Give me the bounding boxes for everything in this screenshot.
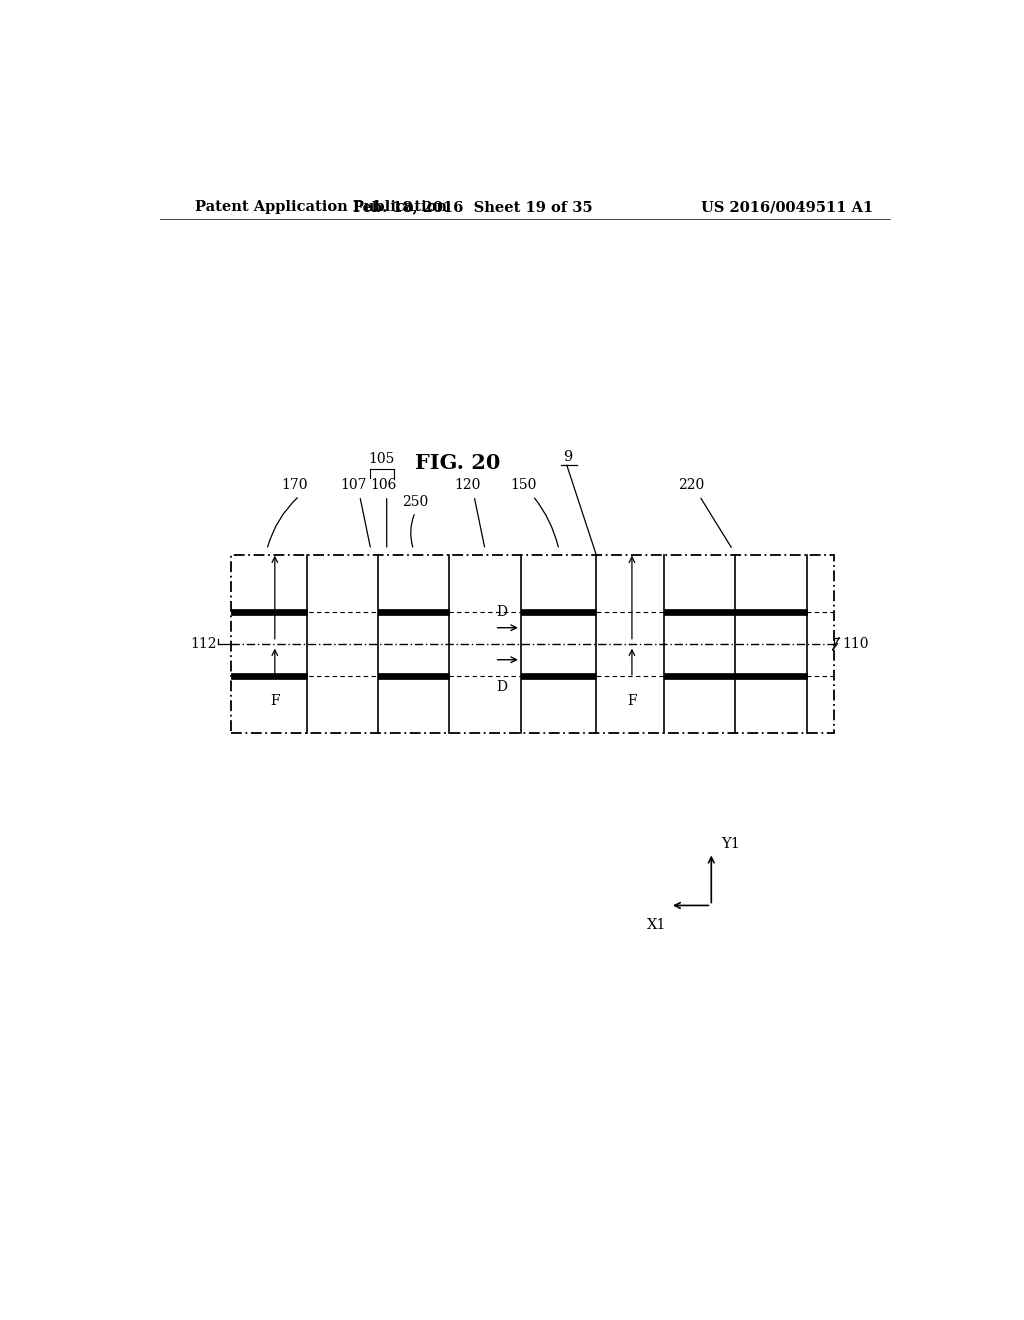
Text: Patent Application Publication: Patent Application Publication xyxy=(196,201,447,214)
Bar xyxy=(735,609,807,615)
Text: 150: 150 xyxy=(510,478,537,492)
Text: Feb. 18, 2016  Sheet 19 of 35: Feb. 18, 2016 Sheet 19 of 35 xyxy=(353,201,593,214)
Text: 120: 120 xyxy=(455,478,481,492)
Text: 106: 106 xyxy=(371,478,396,492)
Bar xyxy=(378,673,450,678)
Text: 110: 110 xyxy=(842,636,868,651)
Bar xyxy=(735,673,807,678)
Text: FIG. 20: FIG. 20 xyxy=(415,453,500,474)
Bar xyxy=(664,673,735,678)
Text: 250: 250 xyxy=(402,495,428,510)
Text: 170: 170 xyxy=(282,478,308,492)
Text: US 2016/0049511 A1: US 2016/0049511 A1 xyxy=(700,201,872,214)
Text: 107: 107 xyxy=(340,478,367,492)
Bar xyxy=(664,609,735,615)
Bar xyxy=(231,609,306,615)
Text: X1: X1 xyxy=(646,917,666,932)
Text: F: F xyxy=(270,694,280,708)
Bar xyxy=(231,673,306,678)
Text: 105: 105 xyxy=(369,453,395,466)
Text: Y1: Y1 xyxy=(721,837,739,850)
Text: 9: 9 xyxy=(563,450,572,465)
Text: 220: 220 xyxy=(678,478,705,492)
Text: 112: 112 xyxy=(190,636,217,651)
Text: D: D xyxy=(497,680,507,694)
Bar xyxy=(378,609,450,615)
Bar xyxy=(521,609,596,615)
Bar xyxy=(521,673,596,678)
Bar xyxy=(231,554,835,733)
Text: F: F xyxy=(627,694,637,708)
Text: D: D xyxy=(497,605,507,619)
